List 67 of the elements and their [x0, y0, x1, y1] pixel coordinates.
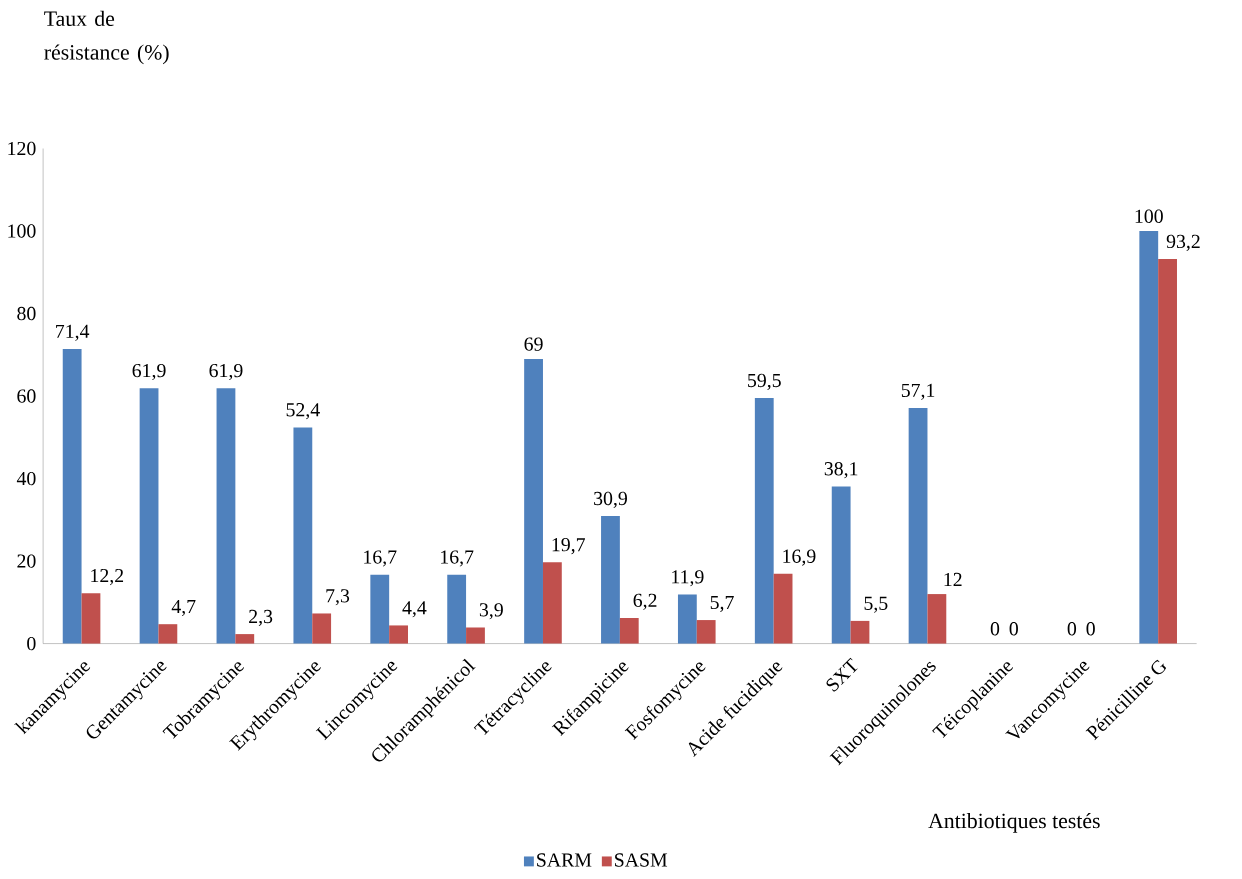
y-axis-title: Taux de résistance (%)	[44, 10, 169, 65]
data-label: 5,5	[864, 596, 888, 613]
data-label: 16,7	[441, 550, 474, 567]
bar	[370, 574, 390, 644]
data-label: 5,7	[710, 595, 734, 612]
bar	[773, 573, 793, 644]
bar	[696, 619, 716, 644]
bar	[927, 593, 947, 644]
bar	[1139, 230, 1159, 644]
y-tick-label: 80	[17, 306, 36, 321]
data-label: 3,9	[479, 603, 503, 620]
x-axis-title: Antibiotiques testés	[928, 812, 1100, 833]
data-label: 16,9	[783, 549, 816, 566]
bar	[542, 562, 562, 644]
bar	[389, 625, 408, 644]
data-label: 19,7	[552, 537, 585, 555]
y-tick-label: 0	[27, 636, 36, 651]
y-tick-label: 100	[8, 224, 36, 238]
bar	[619, 617, 639, 644]
data-label: 7,3	[326, 589, 350, 606]
bar	[677, 594, 697, 644]
legend-label: SARM	[537, 853, 592, 867]
y-tick-label: 120	[8, 141, 36, 156]
data-label: 71,4	[56, 324, 90, 341]
data-label: 59,5	[748, 373, 781, 390]
data-label: 11,9	[672, 570, 704, 587]
bar	[908, 407, 928, 644]
data-label: 4,4	[402, 601, 427, 618]
data-label: 12	[944, 572, 962, 586]
data-label: 52,4	[286, 403, 320, 420]
bar	[235, 633, 255, 644]
data-label: 0	[990, 621, 1000, 636]
data-label: 57,1	[901, 383, 935, 400]
bar	[293, 427, 313, 644]
bar	[1158, 258, 1177, 644]
data-label: 0	[1067, 621, 1077, 636]
bar	[139, 388, 159, 644]
y-tick-label: 40	[16, 471, 36, 486]
data-label: 4,7	[171, 599, 196, 616]
bar	[831, 486, 851, 644]
data-label: 30,9	[594, 491, 627, 508]
data-label: 100	[1135, 209, 1163, 223]
data-label: 93,2	[1166, 234, 1200, 251]
bar	[466, 627, 485, 644]
bar	[62, 348, 82, 644]
bar	[601, 515, 620, 644]
bar	[850, 620, 870, 644]
data-label: 69	[524, 337, 543, 351]
data-label: 16,7	[364, 550, 397, 567]
data-label: 61,9	[132, 363, 166, 380]
data-label: 6,2	[633, 593, 657, 610]
bar	[754, 398, 774, 644]
bar	[312, 613, 332, 644]
data-label: 0	[1009, 621, 1018, 636]
bar	[158, 624, 178, 644]
bar	[524, 358, 543, 644]
data-label: 2,3	[249, 609, 273, 626]
y-tick-label: 20	[17, 554, 36, 568]
data-label: 38,1	[824, 461, 858, 479]
bar	[216, 388, 236, 644]
bar	[81, 593, 101, 644]
data-label: 0	[1086, 621, 1095, 636]
y-tick-label: 60	[17, 389, 36, 403]
data-label: 61,9	[209, 363, 243, 380]
data-label: 12,2	[91, 568, 124, 586]
bar	[447, 574, 467, 644]
legend-label: SASM	[615, 853, 668, 867]
